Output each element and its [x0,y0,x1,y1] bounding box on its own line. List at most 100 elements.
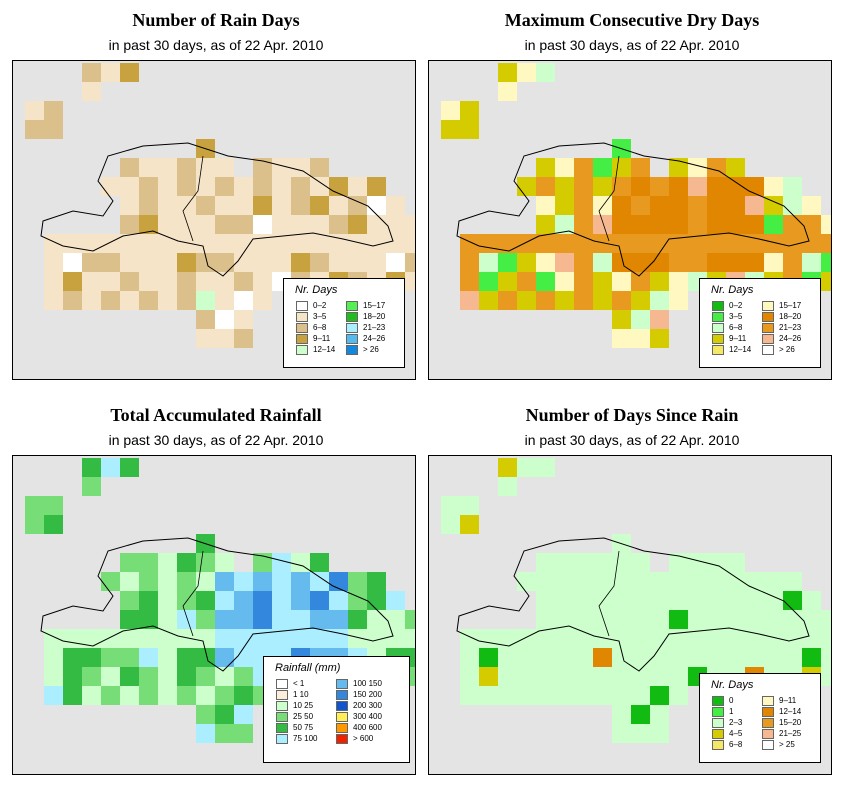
grid-cell [139,648,158,667]
legend-item: 12–14 [712,344,751,355]
grid-cell [631,648,650,667]
grid-cell [272,196,291,215]
grid-cell [386,591,405,610]
grid-cell [650,253,669,272]
map-grid [441,458,831,743]
coastline [40,142,394,277]
grid-cell [669,667,688,686]
days-since-rain-map: Nr. Days 0 1 2–3 4–5 6–8 9–11 12–14 15–2… [428,455,832,775]
legend-item: > 26 [762,344,801,355]
grid-cell [460,515,479,534]
grid-cell [291,610,310,629]
legend-item: 50 75 [276,722,317,733]
grid-cell [82,234,101,253]
grid-cell [196,329,215,348]
grid-cell [460,120,479,139]
legend-swatch [762,300,774,311]
grid-cell [460,667,479,686]
grid-cell [215,272,234,291]
grid-cell [650,291,669,310]
grid-cell [517,234,536,253]
grid-cell [120,553,139,572]
grid-cell [215,648,234,667]
grid-cell [177,177,196,196]
grid-cell [386,196,405,215]
border-line [598,155,620,242]
grid-cell [82,63,101,82]
grid-cell [479,253,498,272]
grid-cell [555,629,574,648]
grid-cell [215,329,234,348]
grid-cell [272,177,291,196]
grid-cell [612,629,631,648]
panel-title: Number of Days Since Rain [525,405,739,425]
grid-cell [783,629,802,648]
grid-cell [405,272,415,291]
grid-cell [215,234,234,253]
rainfall-map: Rainfall (mm) < 1 1 10 10 25 25 50 50 75… [12,455,416,775]
grid-cell [405,648,415,667]
legend-label: 9–11 [779,696,797,705]
grid-cell [101,234,120,253]
grid-cell [536,253,555,272]
legend-item: 3–5 [712,311,751,322]
legend-label: 100 150 [353,679,382,688]
legend-label: 75 100 [293,734,318,743]
legend-swatch [762,311,774,322]
map-grid [25,458,415,743]
grid-cell [631,705,650,724]
grid-cell [612,177,631,196]
legend-label: 6–8 [729,740,743,749]
grid-cell [120,63,139,82]
legend-label: 0–2 [729,301,743,310]
legend-label: 200 300 [353,701,382,710]
grid-cell [101,648,120,667]
grid-cell [631,686,650,705]
grid-cell [158,686,177,705]
grid-cell [821,215,831,234]
grid-cell [120,458,139,477]
legend-swatch [712,717,724,728]
grid-cell [479,234,498,253]
grid-cell [367,253,386,272]
grid-cell [139,215,158,234]
grid-cell [555,591,574,610]
grid-cell [139,196,158,215]
grid-cell [120,234,139,253]
grid-cell [63,291,82,310]
legend-label: 24–26 [779,334,802,343]
grid-cell [802,629,821,648]
grid-cell [234,310,253,329]
grid-cell [821,610,831,629]
legend-col-1: 0–2 3–5 6–8 9–11 12–14 [296,300,335,355]
legend-swatch [712,344,724,355]
grid-cell [498,234,517,253]
grid-cell [405,629,415,648]
legend-title: Nr. Days [711,284,754,296]
grid-cell [405,610,415,629]
grid-cell [25,101,44,120]
grid-cell [441,515,460,534]
grid-cell [139,177,158,196]
grid-cell [310,196,329,215]
grid-cell [234,724,253,743]
grid-cell [310,572,329,591]
grid-cell [177,572,196,591]
grid-cell [555,291,574,310]
grid-cell [196,272,215,291]
grid-cell [25,496,44,515]
grid-cell [310,610,329,629]
grid-cell [783,572,802,591]
legend-item: 0–2 [296,300,335,311]
grid-cell [669,272,688,291]
legend-item: < 1 [276,678,317,689]
grid-cell [177,234,196,253]
grid-cell [253,572,272,591]
grid-cell [669,553,688,572]
grid-cell [348,215,367,234]
grid-cell [593,177,612,196]
legend-label: > 26 [363,345,379,354]
legend-swatch [346,333,358,344]
grid-cell [253,234,272,253]
grid-cell [669,591,688,610]
